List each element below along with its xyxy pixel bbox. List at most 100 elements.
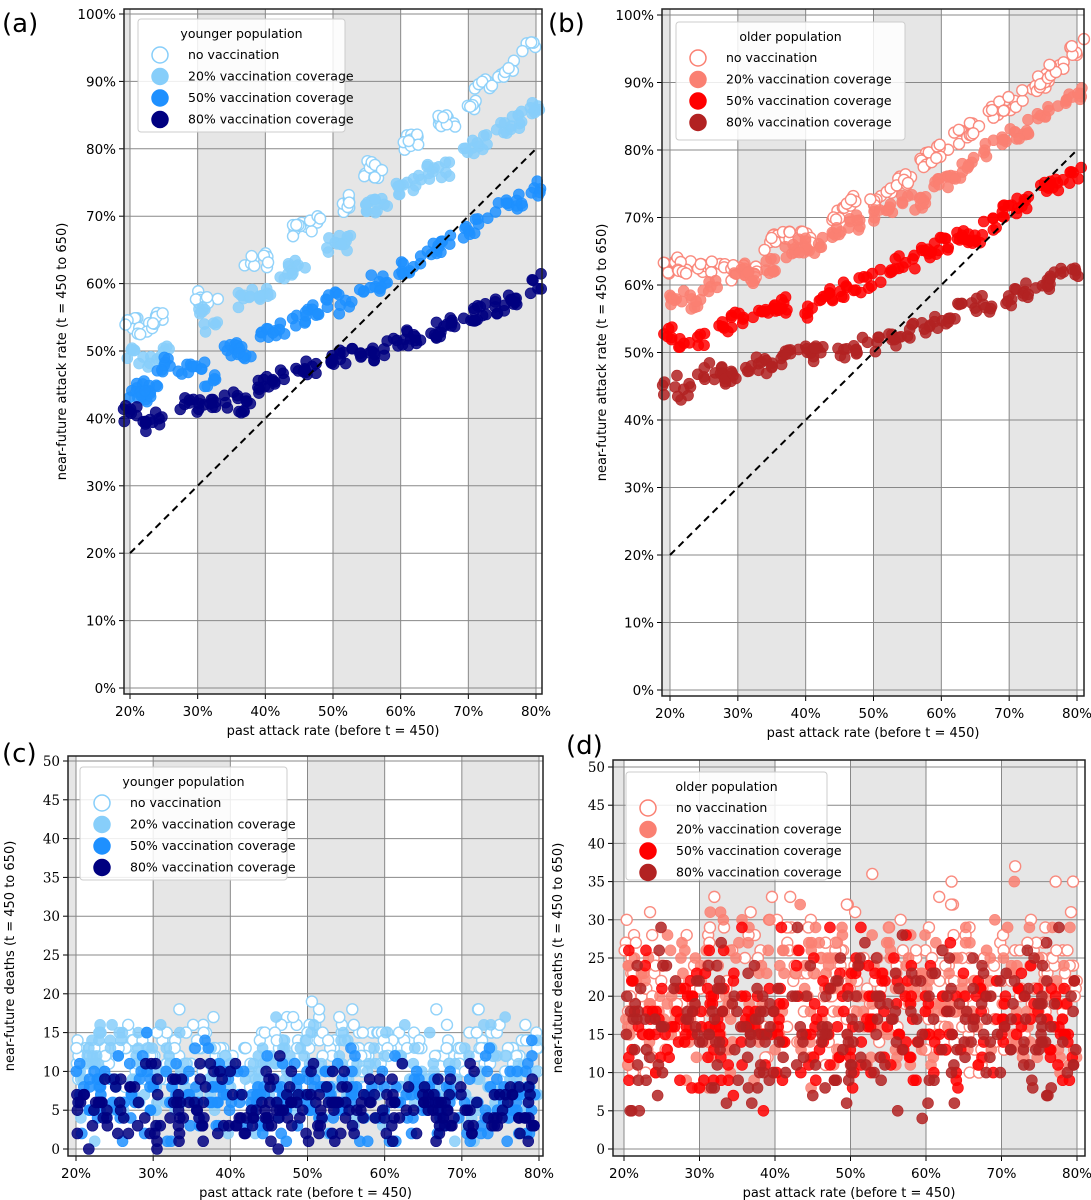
data-point [634,982,647,995]
x-tick-label: 70% [453,704,483,720]
data-point [432,1104,444,1116]
data-point [679,1028,692,1041]
x-tick-label: 80% [1062,1166,1091,1182]
data-point [862,282,875,294]
data-point [687,1005,699,1018]
data-point [436,111,450,124]
y-tick-label: 45 [43,793,60,809]
data-point [1049,173,1062,186]
data-point [753,1066,766,1079]
data-point [965,297,978,309]
data-point [499,1011,511,1023]
data-point [472,213,484,225]
x-tick-label: 40% [791,706,821,722]
data-point [204,1057,217,1070]
y-tick-label: 10% [86,614,116,630]
y-tick-label: 50 [588,760,605,776]
y-tick-label: 50% [624,346,654,362]
data-point [1064,921,1076,934]
legend-marker-icon [639,799,657,817]
legend-label: 50% vaccination coverage [188,90,354,105]
data-point [217,1119,230,1132]
data-point [794,1020,807,1033]
data-point [353,283,366,296]
data-point [400,1104,413,1116]
data-point [679,267,693,280]
data-point [759,303,772,316]
data-point [640,944,652,957]
x-tick-label: 20% [61,1166,91,1182]
data-point [227,386,240,398]
legend-title: younger population [180,26,302,41]
data-point [828,1074,841,1087]
data-point [265,1135,277,1148]
data-point [741,1051,754,1064]
data-point [300,309,312,322]
x-tick-label: 30% [684,1166,714,1182]
data-point [1008,975,1021,987]
data-point [485,79,499,92]
data-point [506,1088,519,1101]
data-point [990,221,1002,234]
data-point [929,967,941,980]
data-point [946,1028,958,1041]
data-point [960,921,972,934]
data-point [202,1042,215,1054]
data-point [1019,1013,1032,1025]
data-point [808,342,820,354]
data-point [471,137,483,149]
legend-label: 50% vaccination coverage [130,838,296,853]
data-point [313,212,327,225]
data-point [870,990,883,1003]
data-point [457,142,470,155]
x-tick-label: 30% [138,1166,168,1182]
data-point [643,1028,656,1041]
data-point [943,1005,956,1018]
data-point [495,116,507,129]
data-point [275,1127,288,1140]
data-point [651,1089,664,1102]
x-tick-label: 30% [723,706,753,722]
data-point [137,351,149,363]
data-point [301,1088,313,1101]
data-point [655,1020,668,1033]
legend-marker-icon [93,794,111,812]
data-point [260,1112,273,1124]
data-point [440,1041,453,1055]
data-point [884,198,897,210]
data-point [501,1135,513,1148]
data-point [321,1034,335,1047]
data-point [526,1034,538,1047]
data-point [949,312,961,325]
data-point [535,267,547,280]
data-point [777,1051,789,1064]
legend: younger population no vaccination 20% vacc… [137,18,354,133]
data-point [779,348,792,361]
data-point [880,936,893,949]
data-point [843,213,856,225]
data-point [516,44,529,58]
y-tick-label: 0 [51,1142,60,1158]
data-point [199,380,211,393]
legend-label: no vaccination [188,47,279,62]
data-point [514,1127,526,1140]
data-point [378,1050,391,1062]
y-tick-label: 20 [43,987,60,1003]
data-point [668,982,680,995]
legend-label: 20% vaccination coverage [130,817,296,832]
data-point [86,1119,99,1132]
data-point [500,197,513,209]
data-point [757,1105,770,1117]
data-point [831,936,844,949]
x-tick-label: 60% [911,1166,941,1182]
data-point [891,1105,904,1117]
legend-marker-icon [639,863,657,882]
legend-title: older population [675,779,777,794]
data-point [652,1059,665,1071]
data-point [1065,39,1078,53]
data-point [73,1057,86,1070]
y-tick-label: 100% [615,8,654,24]
data-point [268,376,281,388]
data-point [836,921,848,934]
data-point [402,134,415,148]
